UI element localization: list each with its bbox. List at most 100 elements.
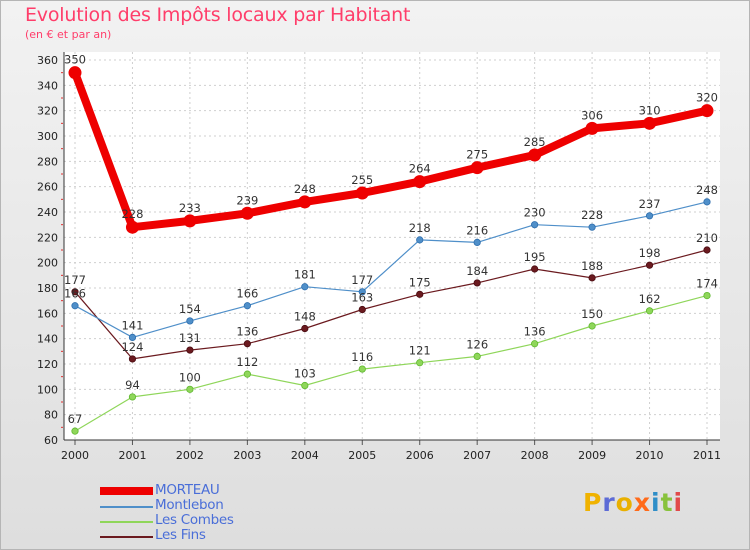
logo-letter: i [651,488,661,517]
x-tick-label: 2007 [463,449,491,462]
data-label-les-fins: 124 [121,340,143,354]
data-label-morteau: 255 [351,173,373,187]
data-label-les-combes: 136 [524,325,546,339]
data-label-montlebon: 230 [524,206,546,220]
logo-letter: t [660,488,674,517]
data-label-morteau: 248 [294,182,316,196]
x-tick-label: 2010 [636,449,664,462]
data-label-les-fins: 188 [581,259,603,273]
data-point-morteau [413,175,427,189]
data-point-les-fins [301,324,309,333]
data-point-montlebon [358,288,366,296]
y-tick-label: 260 [37,181,58,194]
plot-area [64,52,720,440]
data-point-les-fins [128,355,137,363]
data-label-montlebon: 166 [236,287,258,301]
data-label-morteau: 310 [639,103,661,117]
data-label-les-combes: 150 [581,307,603,321]
data-label-les-combes: 116 [351,350,373,364]
legend-swatch-les-combes [100,521,153,523]
data-point-les-fins [416,290,424,298]
data-point-morteau [298,195,312,209]
data-point-morteau [68,66,82,80]
data-point-morteau [125,220,139,234]
y-tick-label: 220 [37,231,58,244]
data-point-les-combes [186,385,194,393]
legend-label-les-combes: Les Combes [155,512,234,528]
x-tick-label: 2009 [578,449,606,462]
y-tick-label: 280 [37,155,58,168]
logo-letter: P [583,488,603,517]
data-point-les-combes [703,291,711,300]
legend-label-les-fins: Les Fins [155,527,206,543]
data-point-les-fins [588,274,596,282]
data-label-montlebon: 237 [639,197,661,211]
data-label-morteau: 264 [409,162,431,176]
y-tick-label: 160 [37,307,58,320]
data-point-montlebon [703,198,711,206]
data-point-les-fins [645,261,654,269]
legend-swatch-morteau [100,487,153,495]
data-label-morteau: 285 [524,135,546,149]
data-label-montlebon: 141 [121,318,143,332]
data-label-montlebon: 181 [294,268,316,282]
data-label-les-fins: 184 [466,264,488,278]
data-point-morteau [183,214,197,228]
series-line-les-fins [74,249,708,360]
x-tick-label: 2005 [348,449,376,462]
chart-subtitle: (en € et par an) [25,28,112,41]
data-point-montlebon [128,333,137,341]
data-point-montlebon [645,212,654,220]
logo-letter: i [673,488,684,517]
data-point-morteau [585,121,599,135]
y-tick-label: 360 [37,54,58,67]
x-tick-label: 2011 [693,449,721,462]
data-point-les-fins [71,288,79,296]
data-label-les-fins: 177 [64,273,86,287]
data-point-morteau [240,206,254,220]
data-label-montlebon: 154 [179,302,201,316]
y-tick-label: 100 [37,383,58,396]
data-label-les-combes: 162 [639,292,661,306]
chart-title: Evolution des Impôts locaux par Habitant [25,4,411,26]
data-label-montlebon: 218 [409,221,431,235]
data-point-les-combes [645,307,654,315]
series-line-morteau [71,68,711,232]
data-point-montlebon [71,302,79,310]
x-tick-label: 2003 [233,449,261,462]
legend-swatch-les-fins [100,536,153,538]
y-tick-label: 140 [37,333,58,346]
data-point-les-fins [531,265,539,273]
legend-label-montlebon: Montlebon [155,497,224,513]
data-point-morteau [528,148,542,162]
x-tick-label: 2006 [406,449,434,462]
data-label-les-combes: 94 [125,378,140,392]
y-tick-label: 240 [37,206,58,219]
data-label-les-combes: 112 [236,355,258,369]
data-label-morteau: 350 [64,53,86,67]
data-point-morteau [700,104,714,118]
data-label-morteau: 306 [581,108,603,122]
data-label-les-fins: 198 [639,246,661,260]
y-tick-label: 180 [37,282,58,295]
data-point-morteau [643,116,657,130]
data-label-morteau: 233 [179,201,201,215]
legend-swatch-montlebon [100,506,153,508]
x-tick-label: 2004 [291,449,319,462]
data-point-montlebon [243,302,251,310]
data-point-les-fins [243,340,251,348]
data-point-les-combes [71,427,79,435]
y-tick-label: 60 [44,434,58,447]
x-tick-label: 2001 [118,449,146,462]
data-label-les-fins: 131 [179,331,201,345]
data-label-les-combes: 126 [466,337,488,351]
data-label-morteau: 228 [121,207,143,221]
data-point-les-combes [301,381,309,390]
x-tick-label: 2008 [521,449,549,462]
y-tick-label: 320 [37,105,58,118]
proxiti-logo: Proxiti [583,488,683,517]
data-label-les-fins: 148 [294,310,316,324]
series-line-les-combes [74,295,708,432]
data-label-les-fins: 210 [696,231,718,245]
